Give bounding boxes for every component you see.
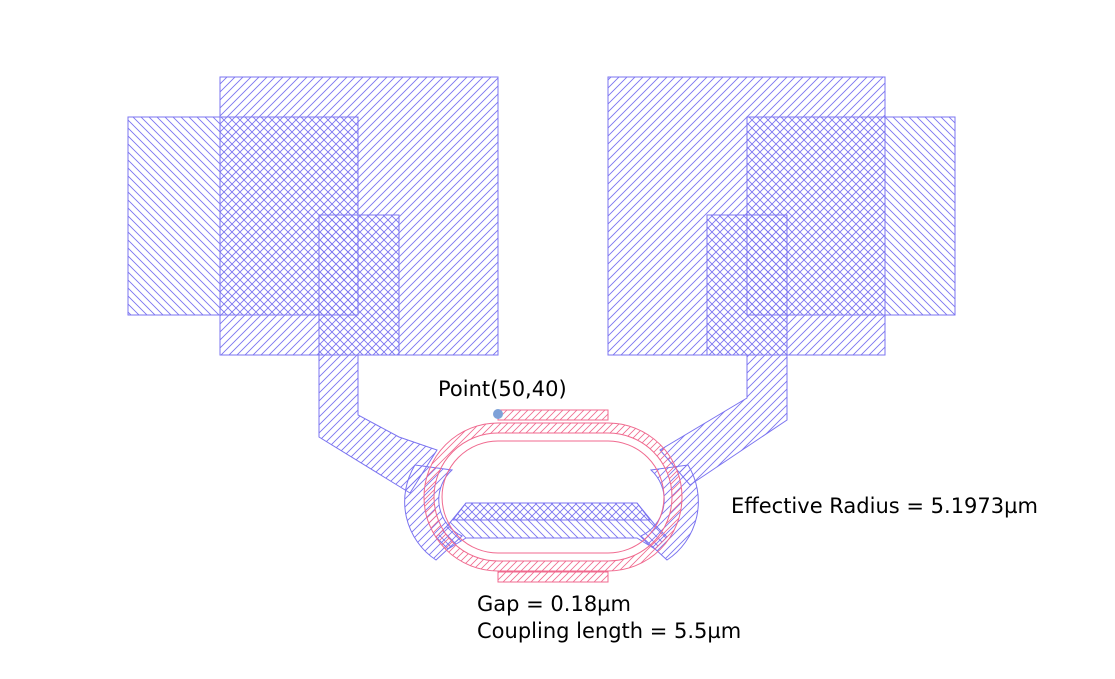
ring-waveguide bbox=[423, 422, 683, 572]
ring-waveguide-inner-edge bbox=[441, 440, 665, 554]
reference-point-marker bbox=[493, 409, 503, 419]
effective-radius-label: Effective Radius = 5.1973µm bbox=[731, 494, 1038, 518]
inner-heater-strip bbox=[451, 502, 652, 521]
racetrack-ring bbox=[423, 422, 683, 572]
right-contact-pad bbox=[607, 76, 956, 356]
right-via bbox=[706, 214, 788, 356]
bottom-bus-waveguide bbox=[497, 571, 609, 583]
right-metal-lead bbox=[659, 354, 788, 486]
top-bus-waveguide bbox=[497, 409, 609, 421]
gap-label: Gap = 0.18µm bbox=[477, 592, 631, 616]
left-contact-pad bbox=[127, 76, 499, 356]
left-metal-lead bbox=[318, 354, 438, 494]
coupling-length-label: Coupling length = 5.5µm bbox=[477, 619, 741, 643]
left-via bbox=[318, 214, 400, 356]
point-label: Point(50,40) bbox=[438, 377, 567, 401]
